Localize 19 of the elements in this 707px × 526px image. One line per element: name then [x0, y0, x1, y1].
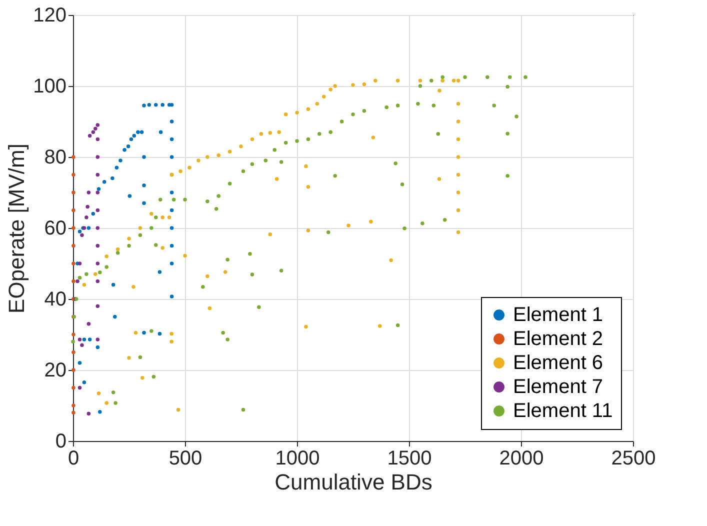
- y-tick-label: 100: [33, 76, 66, 98]
- y-tick-label: 0: [55, 430, 66, 452]
- y-tick-label: 60: [44, 218, 66, 240]
- legend-label: Element 7: [513, 376, 604, 398]
- legend-label: Element 11: [513, 400, 613, 422]
- x-tick-label: 2000: [499, 448, 544, 470]
- x-tick-label: 2500: [611, 448, 656, 470]
- legend-label: Element 6: [513, 352, 604, 374]
- y-tick-label: 40: [44, 288, 66, 310]
- legend-label: Element 2: [513, 328, 604, 350]
- x-tick-label: 1000: [275, 448, 320, 470]
- y-axis-title: EOperate [MV/m]: [4, 144, 30, 314]
- x-tick-label: 1500: [387, 448, 432, 470]
- y-tick-label: 20: [44, 360, 66, 382]
- y-tick-label: 120: [33, 4, 66, 26]
- x-tick-label: 500: [168, 448, 202, 470]
- legend-label: Element 1: [513, 304, 604, 326]
- y-tick-label: 80: [44, 146, 66, 168]
- x-axis-title: Cumulative BDs: [274, 470, 432, 494]
